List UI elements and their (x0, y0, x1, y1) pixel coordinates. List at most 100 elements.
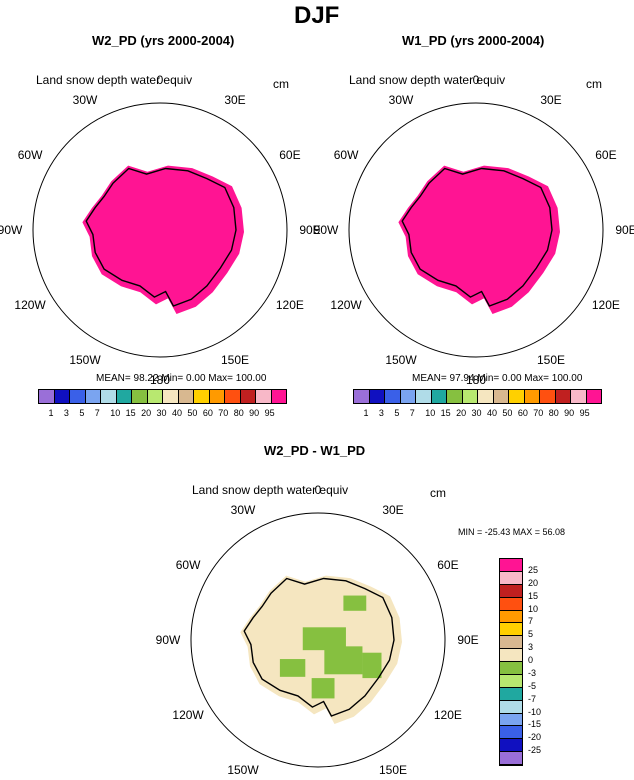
panel2-lon-label: 150W (385, 353, 417, 367)
panel1-lon-label: 0 (157, 73, 164, 87)
panel2-lon-label: 90E (615, 223, 634, 237)
colorbar-level-label: 3 (63, 408, 69, 418)
panel2-lon-label: 60E (595, 148, 616, 162)
colorbar-box (493, 390, 509, 403)
panel2-lon-label: 30W (389, 93, 414, 107)
colorbar-level-label: 70 (533, 408, 544, 418)
colorbar-level-label: 60 (517, 408, 528, 418)
colorbar-box (500, 739, 522, 753)
colorbar-level-label: 70 (218, 408, 229, 418)
panel1-lon-label: 60W (18, 148, 43, 162)
colorbar-box (240, 390, 256, 403)
panel1-lon-label: 90E (299, 223, 320, 237)
panel3-lon-label: 150W (227, 763, 259, 777)
colorbar-box (209, 390, 225, 403)
colorbar-level-label: -20 (528, 732, 542, 743)
colorbar-level-label: 10 (528, 603, 539, 614)
colorbar-level-label: 7 (94, 408, 100, 418)
colorbar-box (586, 390, 601, 403)
panel3-green-patch (343, 595, 367, 611)
colorbar-box (462, 390, 478, 403)
panel3-coastline (243, 577, 395, 717)
colorbar-box (194, 390, 210, 403)
colorbar-level-label: -5 (528, 680, 537, 691)
panel1-lon-label: 150E (221, 353, 249, 367)
colorbar-level-label: 90 (249, 408, 260, 418)
colorbar-level-label: 90 (564, 408, 575, 418)
colorbar-level-label: 30 (156, 408, 167, 418)
panel3-lon-label: 120E (434, 708, 462, 722)
colorbar-level-label: 15 (125, 408, 136, 418)
panel3-lon-label: 60E (437, 558, 458, 572)
colorbar-box (478, 390, 494, 403)
colorbar-box (500, 752, 522, 765)
colorbar-level-label: 20 (456, 408, 467, 418)
colorbar-box (116, 390, 132, 403)
panel3-green-patch (324, 646, 363, 675)
colorbar-box (369, 390, 385, 403)
colorbar-level-label: 7 (528, 616, 534, 627)
panel2-coastline (401, 167, 553, 307)
panel3-lon-label: 150E (379, 763, 407, 777)
colorbar-level-label: 15 (528, 590, 539, 601)
colorbar-level-label: 1 (363, 408, 369, 418)
colorbar-level-label: 5 (528, 629, 534, 640)
colorbar-box (54, 390, 70, 403)
colorbar-level-label: 7 (409, 408, 415, 418)
colorbar-level-label: 20 (528, 577, 539, 588)
colorbar-level-label: 10 (425, 408, 436, 418)
colorbar-level-label: 80 (233, 408, 244, 418)
panel1-units: cm (273, 77, 289, 91)
colorbar-level-label: 50 (187, 408, 198, 418)
colorbar-level-label: 95 (264, 408, 275, 418)
colorbar-level-label: 10 (110, 408, 121, 418)
panel1-lon-label: 30E (224, 93, 245, 107)
colorbar-box (500, 584, 522, 598)
colorbar-level-label: -15 (528, 719, 542, 730)
panel1-coastline (85, 167, 237, 307)
panel2-lon-label: 90W (314, 223, 339, 237)
panel1-snow-field (82, 165, 245, 314)
colorbar-box (571, 390, 587, 403)
colorbar-box (447, 390, 463, 403)
colorbar-box (500, 700, 522, 714)
panel3-colorbar (499, 558, 523, 766)
colorbar-level-label: 15 (440, 408, 451, 418)
panel2-snow-field (398, 165, 560, 314)
colorbar-level-label: -10 (528, 706, 542, 717)
colorbar-level-label: -3 (528, 667, 537, 678)
colorbar-box (555, 390, 571, 403)
colorbar-level-label: 80 (548, 408, 559, 418)
colorbar-box (178, 390, 194, 403)
panel1-stats: MEAN= 98.22 Min= 0.00 Max= 100.00 (96, 373, 267, 384)
panel3-map-boundary (190, 512, 446, 768)
colorbar-level-label: 95 (579, 408, 590, 418)
panel3-green-patch (302, 627, 346, 651)
colorbar-box (163, 390, 179, 403)
panel3-green-patch (279, 659, 306, 677)
panel3-stats: MIN = -25.43 MAX = 56.08 (458, 527, 566, 537)
panel2-lon-label: 150E (537, 353, 565, 367)
panel2-colorbar (353, 389, 602, 404)
colorbar-box (225, 390, 241, 403)
colorbar-level-label: 0 (528, 655, 534, 665)
panel3-lon-label: 60W (176, 558, 201, 572)
colorbar-box (416, 390, 432, 403)
colorbar-level-label: 5 (394, 408, 400, 418)
panel3-units: cm (430, 486, 446, 500)
panel2-lon-label: 120W (330, 298, 362, 312)
panel2-stats: MEAN= 97.94 Min= 0.00 Max= 100.00 (412, 373, 583, 384)
panel3-lon-label: 90E (457, 633, 478, 647)
colorbar-box (500, 649, 522, 662)
colorbar-level-label: 40 (171, 408, 182, 418)
panel2-lon-label: 60W (334, 148, 359, 162)
colorbar-level-label: 50 (502, 408, 513, 418)
panel3-lon-label: 120W (172, 708, 204, 722)
colorbar-box (271, 390, 286, 403)
colorbar-box (500, 636, 522, 650)
colorbar-level-label: 40 (486, 408, 497, 418)
panel2-title: W1_PD (yrs 2000-2004) (402, 33, 545, 48)
panel3-subtitle: Land snow depth water equiv (192, 483, 349, 497)
panel2-units: cm (586, 77, 602, 91)
